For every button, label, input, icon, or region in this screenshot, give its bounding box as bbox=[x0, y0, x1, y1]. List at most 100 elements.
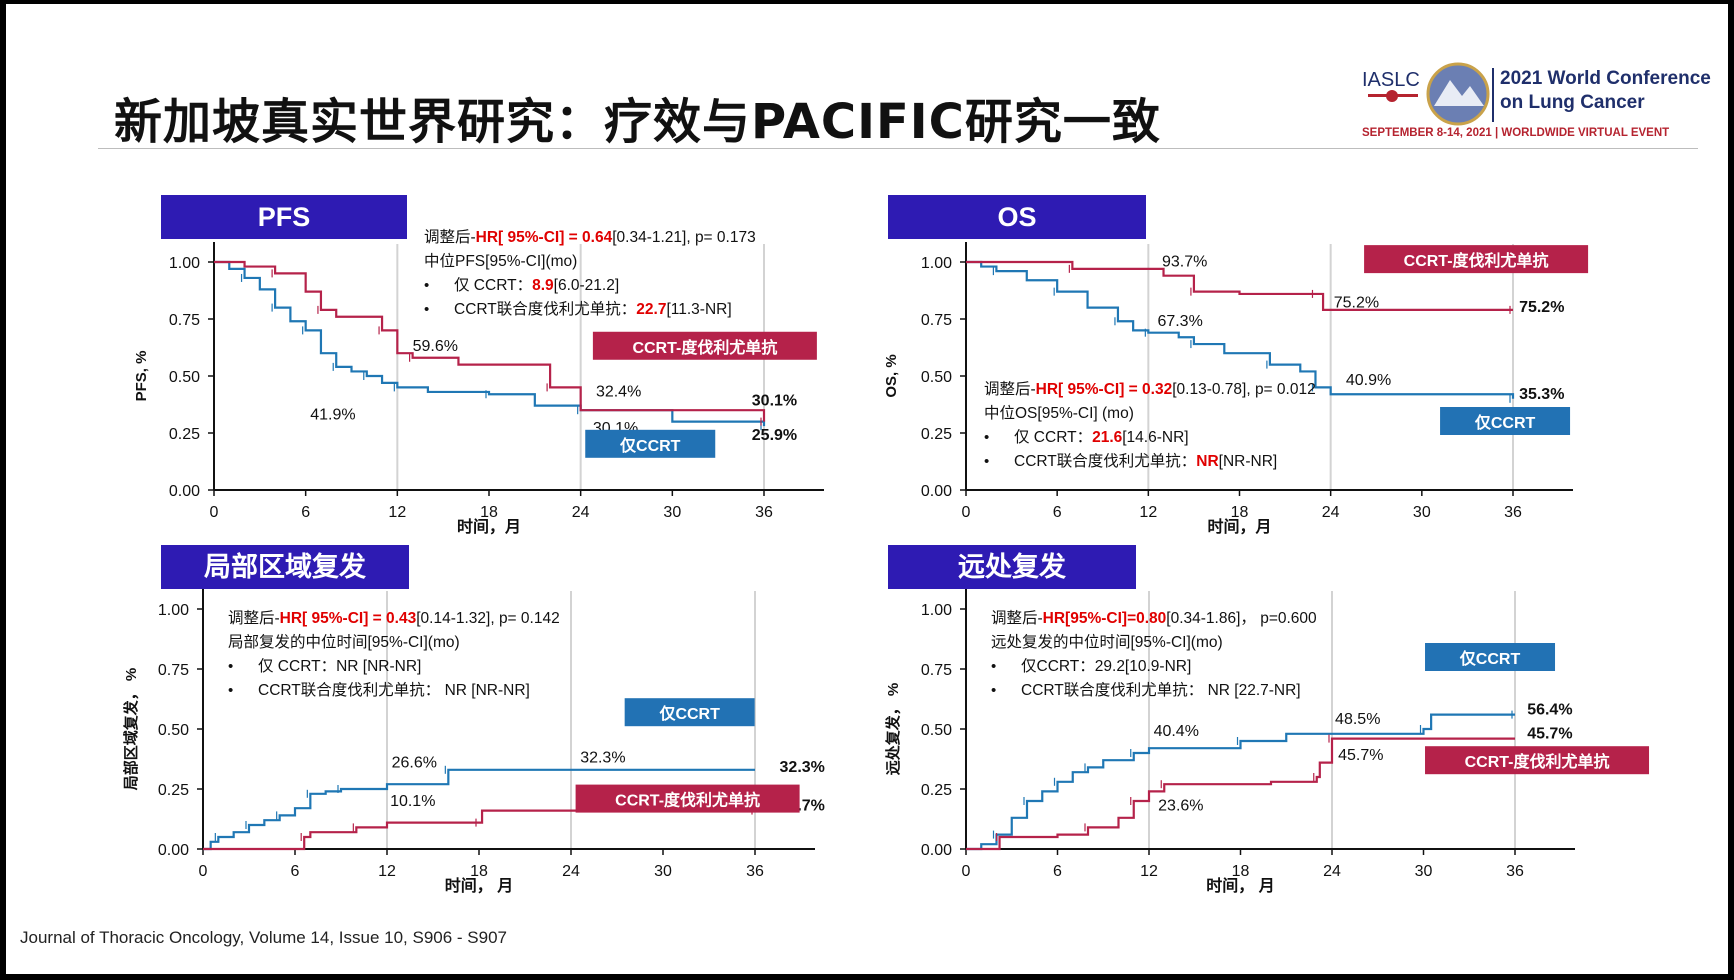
x-tick-label: 36 bbox=[1504, 504, 1522, 521]
stats-text: [0.13-0.78], p= 0.012 bbox=[1172, 381, 1316, 398]
y-tick-label: 0.75 bbox=[921, 312, 952, 329]
y-tick-label: 0.50 bbox=[169, 369, 200, 386]
legend-label: 仅CCRT bbox=[619, 436, 681, 455]
series-line-1 bbox=[214, 260, 766, 422]
x-tick-label: 0 bbox=[210, 504, 219, 521]
x-tick-label: 24 bbox=[1323, 863, 1341, 880]
stats-line: 中位OS[95%-CI] (mo) bbox=[984, 404, 1134, 422]
chart-header-bg bbox=[888, 545, 1136, 589]
data-label: 56.4% bbox=[1527, 702, 1572, 719]
y-tick-label: 1.00 bbox=[169, 255, 200, 272]
bullet-icon: • bbox=[991, 658, 996, 675]
y-tick-label: 0.25 bbox=[921, 782, 952, 799]
legend-box bbox=[1364, 245, 1589, 274]
series-line-1 bbox=[966, 737, 1515, 851]
stats-text: [0.34-1.21], p= 0.173 bbox=[612, 229, 756, 246]
chart-header-distant: 远处复发 bbox=[958, 551, 1066, 582]
y-tick-label: 0.00 bbox=[169, 483, 200, 500]
chart-header-local: 局部区域复发 bbox=[204, 551, 366, 582]
bullet-icon: • bbox=[984, 429, 989, 446]
page-title: 新加坡真实世界研究：疗效与PACIFIC研究一致 bbox=[114, 94, 1161, 150]
stats-line: 中位PFS[95%-CI](mo) bbox=[424, 252, 577, 270]
logo-dates: SEPTEMBER 8-14, 2021 | WORLDWIDE VIRTUAL… bbox=[1362, 127, 1669, 139]
stats-highlight: HR[ 95%-CI] = 0.43 bbox=[280, 610, 417, 627]
x-tick-label: 18 bbox=[480, 504, 498, 521]
stats-text: 调整后- bbox=[424, 228, 476, 246]
stats-text: 中位OS[95%-CI] (mo) bbox=[984, 404, 1134, 422]
stats-text: CCRT联合度伐利尤单抗： NR [22.7-NR] bbox=[1021, 681, 1301, 699]
x-tick-label: 0 bbox=[962, 504, 971, 521]
data-label: 59.6% bbox=[413, 338, 458, 355]
stats-highlight: HR[ 95%-CI] = 0.64 bbox=[476, 229, 613, 246]
data-label: 41.9% bbox=[310, 406, 355, 423]
data-label: 40.4% bbox=[1154, 723, 1199, 740]
stats-line: CCRT联合度伐利尤单抗： NR [22.7-NR] bbox=[1021, 681, 1301, 699]
y-tick-label: 0.75 bbox=[158, 662, 189, 679]
logo-line1: 2021 World Conference bbox=[1500, 68, 1711, 89]
y-tick-label: 0.25 bbox=[921, 426, 952, 443]
chart-local: 局部区域复发 0.00 0.25 0.50 0.75 1.00 0 6 12 18 24 30 36 时间… bbox=[122, 545, 825, 895]
chart-header-bg bbox=[888, 195, 1146, 239]
x-tick-label: 36 bbox=[1506, 863, 1524, 880]
data-label: 35.3% bbox=[1519, 386, 1564, 403]
x-tick-label: 6 bbox=[291, 863, 300, 880]
y-axis-label: PFS, % bbox=[133, 351, 150, 402]
series-line-1 bbox=[966, 260, 1513, 311]
chart-pfs: PFS 0.00 0.25 0.50 0.75 1.00 0 6 12 18 24 30 36 时间，月 P… bbox=[133, 195, 824, 536]
x-tick-label: 18 bbox=[470, 863, 488, 880]
data-label: 26.6% bbox=[392, 754, 437, 771]
y-tick-label: 0.00 bbox=[921, 483, 952, 500]
stats-text: 仅 CCRT： bbox=[1014, 428, 1092, 446]
logo-line2: on Lung Cancer bbox=[1500, 92, 1645, 113]
title-divider bbox=[98, 148, 1698, 149]
legend-label: 仅CCRT bbox=[1459, 649, 1521, 668]
data-label: 45.7% bbox=[1338, 747, 1383, 764]
slide: 新加坡真实世界研究：疗效与PACIFIC研究一致 IASLC 2021 Worl… bbox=[6, 4, 1728, 974]
legend-box bbox=[575, 784, 800, 813]
x-tick-label: 6 bbox=[1053, 863, 1062, 880]
y-tick-label: 0.75 bbox=[169, 312, 200, 329]
stats-line: 远处复发的中位时间[95%-CI](mo) bbox=[991, 633, 1223, 651]
stats-text: 中位PFS[95%-CI](mo) bbox=[424, 252, 577, 270]
stats-line: 调整后-HR[95%-CI]=0.80[0.34-1.86]， p=0.600 bbox=[991, 609, 1317, 627]
x-tick-label: 12 bbox=[1140, 863, 1158, 880]
x-tick-label: 30 bbox=[1413, 504, 1431, 521]
x-tick-label: 0 bbox=[962, 863, 971, 880]
stats-text: [NR-NR] bbox=[1219, 453, 1278, 470]
y-tick-label: 0.50 bbox=[158, 722, 189, 739]
stats-line: CCRT联合度伐利尤单抗： NR [NR-NR] bbox=[258, 681, 530, 699]
chart-distant: 远处复发 0.00 0.25 0.50 0.75 1.00 0 6 12 18 24 30 36 时间， … bbox=[884, 545, 1650, 895]
stats-line: 仅CCRT：29.2[10.9-NR] bbox=[1021, 657, 1191, 675]
legend-box bbox=[1425, 643, 1556, 671]
x-tick-label: 0 bbox=[199, 863, 208, 880]
legend-label: CCRT-度伐利尤单抗 bbox=[632, 338, 777, 357]
y-tick-label: 0.50 bbox=[921, 722, 952, 739]
stats-highlight: HR[ 95%-CI] = 0.32 bbox=[1036, 381, 1173, 398]
stats-text: [6.0-21.2] bbox=[554, 277, 620, 294]
legend-label: 仅CCRT bbox=[1474, 413, 1536, 432]
x-tick-label: 18 bbox=[1232, 863, 1250, 880]
stats-highlight: NR bbox=[1196, 453, 1218, 470]
y-axis-label: 远处复发， % bbox=[884, 683, 902, 776]
stats-highlight: 8.9 bbox=[532, 277, 554, 294]
stats-text: 调整后- bbox=[984, 380, 1036, 398]
logo-mountain-icon bbox=[1434, 80, 1484, 106]
y-tick-label: 0.25 bbox=[169, 426, 200, 443]
stats-text: 仅 CCRT： bbox=[454, 276, 532, 294]
bullet-icon: • bbox=[991, 682, 996, 699]
stats-text: [11.3-NR] bbox=[666, 301, 731, 318]
data-label: 10.1% bbox=[390, 793, 435, 810]
chart-header-pfs: PFS bbox=[258, 202, 311, 232]
data-label: 75.2% bbox=[1519, 299, 1564, 316]
chart-header-os: OS bbox=[997, 202, 1036, 232]
stats-text: [14.6-NR] bbox=[1122, 429, 1188, 446]
y-tick-label: 1.00 bbox=[921, 255, 952, 272]
data-label: 67.3% bbox=[1157, 313, 1202, 330]
citation: Journal of Thoracic Oncology, Volume 14,… bbox=[20, 928, 507, 947]
bullet-icon: • bbox=[228, 658, 233, 675]
logo-lung-icon-dot bbox=[1386, 90, 1398, 102]
bullet-icon: • bbox=[424, 301, 429, 318]
chart-header-bg bbox=[161, 195, 407, 239]
stats-text: 调整后- bbox=[991, 609, 1043, 627]
legend-box bbox=[592, 331, 817, 360]
